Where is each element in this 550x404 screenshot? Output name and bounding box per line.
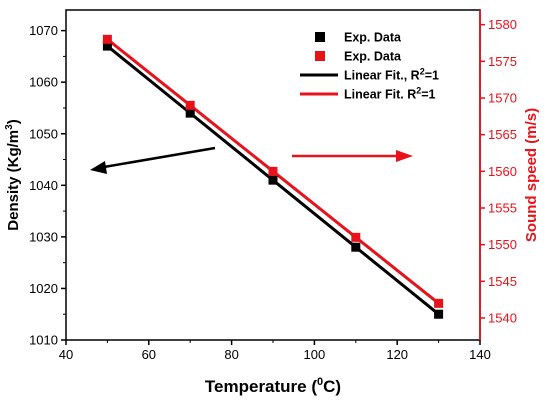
x-axis-title-sup: 0 [317, 376, 323, 388]
data-markers [102, 34, 444, 319]
arrow-shaft-0 [103, 146, 216, 169]
right-y-axis-title: Sound speed (m/s) [523, 108, 540, 242]
legend-label-tail: =1 [425, 69, 439, 83]
right-y-tick-label: 1545 [488, 274, 517, 289]
x-axis-title-tail: C) [323, 377, 341, 396]
data-point-1 [434, 298, 444, 308]
arrow-head-0 [90, 161, 107, 174]
legend-label-tail: =1 [421, 88, 435, 102]
left-y-tick-label: 1060 [29, 75, 58, 90]
left-y-axis-title-tail: ) [5, 119, 22, 124]
x-tick-label: 120 [386, 347, 408, 362]
x-axis-title: Temperature (0C) [205, 376, 341, 396]
left-y-tick-label: 1040 [29, 178, 58, 193]
left-y-axis-title: Density (Kg/m3) [4, 119, 22, 230]
legend-label-sup: 2 [416, 86, 421, 96]
x-tick-label: 80 [224, 347, 238, 362]
left-y-tick-label: 1020 [29, 281, 58, 296]
legend-label-main: Linear Fit. R [344, 88, 416, 102]
data-point-0 [351, 242, 361, 252]
arrow-head-1 [396, 150, 413, 162]
right-y-tick-label: 1580 [488, 17, 517, 32]
legend-label-sup: 2 [420, 67, 425, 77]
left-y-tick-label: 1050 [29, 126, 58, 141]
left-y-axis-title-sup: 3 [4, 124, 15, 130]
legend-marker-0 [315, 32, 325, 42]
x-axis-title-main: Temperature ( [205, 377, 317, 396]
x-axis: 40 60 80 100 120 140 [59, 340, 491, 362]
right-y-axis: 1540 1545 1550 1555 1560 1565 1570 1575 1580 [479, 10, 517, 340]
left-y-axis: 1010 1020 1030 1040 1050 1060 1070 [29, 23, 66, 348]
left-y-tick-label: 1030 [29, 229, 58, 244]
legend-label-2: Linear Fit., R2=1 [344, 67, 439, 83]
legend-label-0: Exp. Data [344, 31, 402, 45]
right-y-tick-label: 1550 [488, 237, 517, 252]
data-point-1 [268, 166, 278, 176]
legend-label-1: Exp. Data [344, 50, 402, 64]
left-y-axis-title-main: Density (Kg/m [5, 130, 22, 231]
x-tick-label: 40 [59, 347, 73, 362]
left-y-tick-label: 1070 [29, 23, 58, 38]
left-y-tick-label: 1010 [29, 333, 58, 348]
right-y-tick-label: 1555 [488, 201, 517, 216]
right-y-tick-label: 1560 [488, 164, 517, 179]
right-y-tick-label: 1565 [488, 127, 517, 142]
x-tick-label: 100 [304, 347, 326, 362]
right-y-tick-label: 1570 [488, 91, 517, 106]
x-tick-label: 60 [142, 347, 156, 362]
legend-label-main: Linear Fit., R [344, 69, 420, 83]
data-point-0 [434, 309, 444, 319]
data-point-1 [351, 232, 361, 242]
data-point-0 [185, 108, 195, 118]
legend-label-3: Linear Fit. R2=1 [344, 86, 436, 102]
data-point-0 [268, 175, 278, 185]
annotation-arrows [90, 146, 413, 174]
right-y-tick-label: 1540 [488, 311, 517, 326]
legend-marker-1 [315, 51, 325, 61]
data-point-1 [185, 100, 195, 110]
data-point-1 [102, 34, 112, 44]
data-point-0 [102, 41, 112, 51]
right-y-tick-label: 1575 [488, 54, 517, 69]
x-tick-label: 140 [469, 347, 491, 362]
